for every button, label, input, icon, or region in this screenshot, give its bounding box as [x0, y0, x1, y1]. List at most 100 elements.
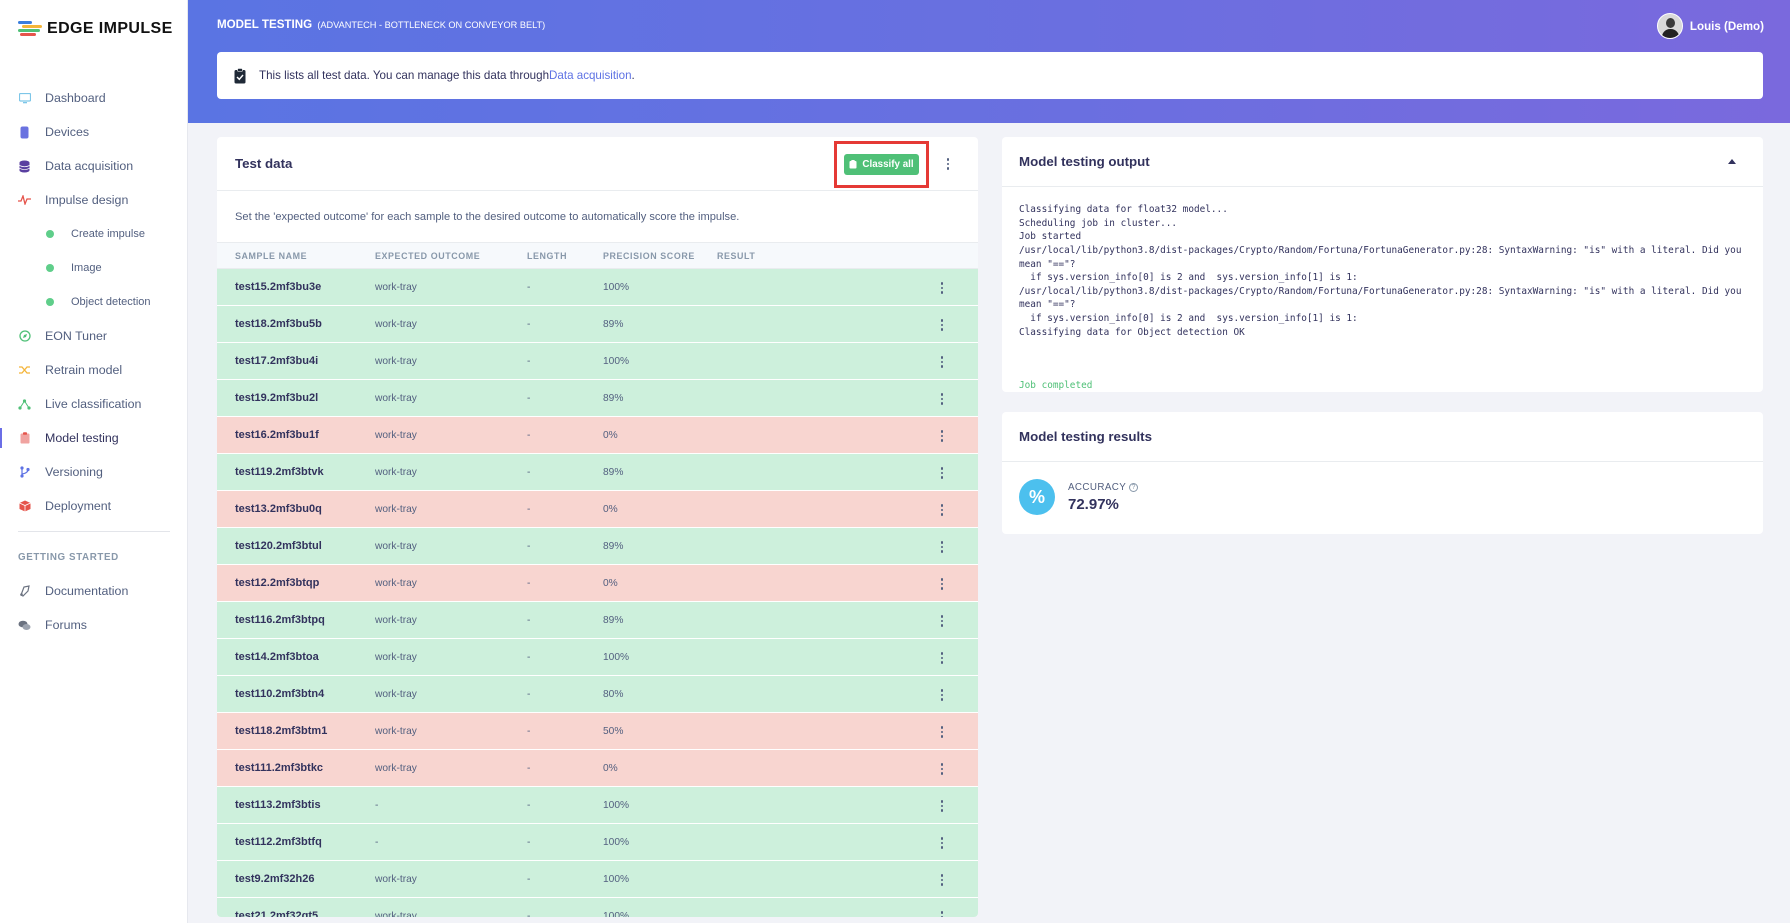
- edge-impulse-logo-icon: [18, 20, 44, 38]
- table-row[interactable]: test112.2mf3btfq - - 100%: [217, 824, 978, 861]
- precision-score-cell: 89%: [603, 466, 624, 478]
- precision-score-cell: 0%: [603, 577, 618, 589]
- table-row[interactable]: test19.2mf3bu2l work-tray - 89%: [217, 380, 978, 417]
- sidebar-item-versioning[interactable]: Versioning: [0, 455, 188, 489]
- row-menu-icon[interactable]: [936, 354, 948, 370]
- status-dot-icon: [46, 264, 54, 272]
- sidebar-subitem-object-detection[interactable]: Object detection: [0, 285, 188, 319]
- logo[interactable]: EDGE IMPULSE: [18, 19, 173, 39]
- sidebar-item-label: Dashboard: [45, 91, 106, 105]
- length-cell: -: [527, 466, 531, 478]
- row-menu-icon[interactable]: [936, 835, 948, 851]
- length-cell: -: [527, 281, 531, 293]
- row-menu-icon[interactable]: [936, 872, 948, 888]
- sidebar-item-dashboard[interactable]: Dashboard: [0, 81, 188, 115]
- precision-score-cell: 89%: [603, 318, 624, 330]
- row-menu-icon[interactable]: [936, 909, 948, 917]
- table-row[interactable]: test9.2mf32h26 work-tray - 100%: [217, 861, 978, 898]
- sidebar-item-deployment[interactable]: Deployment: [0, 489, 188, 523]
- sample-name-cell: test9.2mf32h26: [235, 873, 315, 885]
- sidebar-item-model-testing[interactable]: Model testing: [0, 421, 188, 455]
- precision-score-cell: 100%: [603, 836, 630, 848]
- length-cell: -: [527, 799, 531, 811]
- sidebar-item-impulse-design[interactable]: Impulse design: [0, 183, 188, 217]
- sample-name-cell: test119.2mf3btvk: [235, 466, 324, 478]
- row-menu-icon[interactable]: [936, 576, 948, 592]
- row-menu-icon[interactable]: [936, 465, 948, 481]
- table-row[interactable]: test116.2mf3btpq work-tray - 89%: [217, 602, 978, 639]
- column-header[interactable]: SAMPLE NAME: [235, 250, 308, 261]
- table-row[interactable]: test120.2mf3btul work-tray - 89%: [217, 528, 978, 565]
- column-header[interactable]: PRECISION SCORE: [603, 250, 695, 261]
- sidebar-item-devices[interactable]: Devices: [0, 115, 188, 149]
- length-cell: -: [527, 651, 531, 663]
- row-menu-icon[interactable]: [936, 317, 948, 333]
- table-row[interactable]: test15.2mf3bu3e work-tray - 100%: [217, 269, 978, 306]
- sample-name-cell: test19.2mf3bu2l: [235, 392, 319, 404]
- help-icon[interactable]: ?: [1129, 482, 1139, 492]
- sidebar-item-forums[interactable]: Forums: [0, 608, 188, 642]
- row-menu-icon[interactable]: [936, 428, 948, 444]
- sample-name-cell: test111.2mf3btkc: [235, 762, 324, 774]
- table-row[interactable]: test17.2mf3bu4i work-tray - 100%: [217, 343, 978, 380]
- row-menu-icon[interactable]: [936, 798, 948, 814]
- sidebar-subitem-image[interactable]: Image: [0, 251, 188, 285]
- sample-name-cell: test112.2mf3btfq: [235, 836, 322, 848]
- row-menu-icon[interactable]: [936, 724, 948, 740]
- expected-outcome-cell: work-tray: [375, 318, 417, 330]
- row-menu-icon[interactable]: [936, 502, 948, 518]
- page-title: MODEL TESTING (ADVANTECH - BOTTLENECK ON…: [217, 18, 545, 31]
- row-menu-icon[interactable]: [936, 280, 948, 296]
- test-data-menu-icon[interactable]: [942, 156, 954, 172]
- user-menu[interactable]: Louis (Demo): [1656, 13, 1764, 39]
- row-menu-icon[interactable]: [936, 613, 948, 629]
- table-row[interactable]: test119.2mf3btvk work-tray - 89%: [217, 454, 978, 491]
- row-menu-icon[interactable]: [936, 650, 948, 666]
- sidebar-item-label: Deployment: [45, 499, 112, 513]
- row-menu-icon[interactable]: [936, 391, 948, 407]
- data-acquisition-link[interactable]: Data acquisition: [549, 69, 632, 82]
- table-row[interactable]: test118.2mf3btm1 work-tray - 50%: [217, 713, 978, 750]
- info-text: This lists all test data. You can manage…: [259, 69, 550, 82]
- docs-icon: [18, 585, 31, 598]
- database-icon: [18, 160, 31, 173]
- status-dot-icon: [46, 230, 54, 238]
- sample-name-cell: test120.2mf3btul: [235, 540, 322, 552]
- table-row[interactable]: test16.2mf3bu1f work-tray - 0%: [217, 417, 978, 454]
- sidebar-item-label: EON Tuner: [45, 329, 107, 343]
- table-row[interactable]: test111.2mf3btkc work-tray - 0%: [217, 750, 978, 787]
- column-header[interactable]: RESULT: [717, 250, 756, 261]
- column-header[interactable]: LENGTH: [527, 250, 568, 261]
- row-menu-icon[interactable]: [936, 539, 948, 555]
- table-row[interactable]: test12.2mf3btqp work-tray - 0%: [217, 565, 978, 602]
- test-data-header: Test data Classify all: [217, 137, 978, 191]
- table-header: SAMPLE NAME EXPECTED OUTCOME LENGTH PREC…: [217, 243, 978, 269]
- precision-score-cell: 89%: [603, 392, 624, 404]
- row-menu-icon[interactable]: [936, 687, 948, 703]
- length-cell: -: [527, 355, 531, 367]
- sidebar-item-eon-tuner[interactable]: EON Tuner: [0, 319, 188, 353]
- chevron-up-icon[interactable]: [1728, 159, 1736, 164]
- row-menu-icon[interactable]: [936, 761, 948, 777]
- sidebar-item-documentation[interactable]: Documentation: [0, 574, 188, 608]
- table-row[interactable]: test21.2mf32gt5 work-tray - 100%: [217, 898, 978, 917]
- classify-all-button[interactable]: Classify all: [844, 154, 919, 175]
- precision-score-cell: 100%: [603, 873, 630, 885]
- column-header[interactable]: EXPECTED OUTCOME: [375, 250, 481, 261]
- sidebar-item-retrain-model[interactable]: Retrain model: [0, 353, 188, 387]
- sidebar-divider: [18, 531, 170, 532]
- sidebar-item-live-classification[interactable]: Live classification: [0, 387, 188, 421]
- expected-outcome-cell: -: [375, 836, 379, 848]
- table-row[interactable]: test18.2mf3bu5b work-tray - 89%: [217, 306, 978, 343]
- sidebar-subitem-label: Object detection: [71, 296, 151, 308]
- sample-name-cell: test14.2mf3btoa: [235, 651, 319, 663]
- table-row[interactable]: test110.2mf3btn4 work-tray - 80%: [217, 676, 978, 713]
- table-row[interactable]: test113.2mf3btis - - 100%: [217, 787, 978, 824]
- sidebar-subitem-create-impulse[interactable]: Create impulse: [0, 217, 188, 251]
- sidebar-subitem-label: Image: [71, 262, 102, 274]
- sidebar-item-label: Impulse design: [45, 193, 129, 207]
- output-header[interactable]: Model testing output: [1002, 137, 1763, 187]
- table-row[interactable]: test13.2mf3bu0q work-tray - 0%: [217, 491, 978, 528]
- table-row[interactable]: test14.2mf3btoa work-tray - 100%: [217, 639, 978, 676]
- sidebar-item-data-acquisition[interactable]: Data acquisition: [0, 149, 188, 183]
